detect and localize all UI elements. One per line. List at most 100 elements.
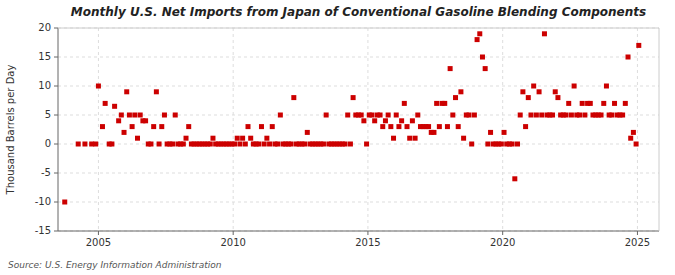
grid-line-y bbox=[58, 231, 659, 232]
tick-x bbox=[637, 231, 638, 235]
point bbox=[324, 113, 329, 118]
point bbox=[348, 142, 353, 147]
point bbox=[388, 124, 393, 129]
point bbox=[526, 95, 531, 100]
point bbox=[259, 124, 264, 129]
point bbox=[564, 113, 569, 118]
point bbox=[394, 113, 399, 118]
point bbox=[270, 124, 275, 129]
point bbox=[93, 142, 98, 147]
point bbox=[407, 136, 412, 141]
grid-line-y bbox=[58, 28, 659, 29]
point bbox=[550, 113, 555, 118]
point bbox=[415, 113, 420, 118]
point bbox=[138, 113, 143, 118]
point bbox=[450, 113, 455, 118]
point bbox=[485, 142, 490, 147]
point bbox=[537, 89, 542, 94]
point bbox=[523, 124, 528, 129]
point bbox=[116, 118, 121, 123]
grid-line-y bbox=[58, 202, 659, 203]
source: Source: U.S. Energy Information Administ… bbox=[8, 260, 222, 270]
point bbox=[210, 136, 215, 141]
point bbox=[302, 142, 307, 147]
point bbox=[531, 84, 536, 89]
point bbox=[520, 89, 525, 94]
point bbox=[186, 124, 191, 129]
point bbox=[396, 124, 401, 129]
tick-x bbox=[233, 231, 234, 235]
point bbox=[553, 89, 558, 94]
point bbox=[364, 142, 369, 147]
point bbox=[143, 118, 148, 123]
point bbox=[577, 113, 582, 118]
point bbox=[499, 142, 504, 147]
point bbox=[609, 113, 614, 118]
point bbox=[305, 130, 310, 135]
tick-y bbox=[54, 173, 58, 174]
point bbox=[170, 142, 175, 147]
point bbox=[466, 113, 471, 118]
point bbox=[82, 142, 87, 147]
point bbox=[434, 101, 439, 106]
point bbox=[380, 124, 385, 129]
point bbox=[453, 95, 458, 100]
point bbox=[483, 66, 488, 71]
point bbox=[601, 101, 606, 106]
point bbox=[157, 142, 162, 147]
y-axis-label: Thousand Barrels per Day bbox=[5, 65, 16, 196]
point bbox=[243, 142, 248, 147]
point bbox=[378, 113, 383, 118]
point bbox=[151, 124, 156, 129]
tick-y bbox=[54, 144, 58, 145]
point bbox=[566, 101, 571, 106]
tick-label-y: -5 bbox=[41, 167, 51, 178]
point bbox=[181, 142, 186, 147]
point bbox=[343, 142, 348, 147]
point bbox=[278, 113, 283, 118]
tick-y bbox=[54, 57, 58, 58]
grid-line-x bbox=[637, 28, 638, 231]
point bbox=[148, 142, 153, 147]
point bbox=[345, 113, 350, 118]
point bbox=[386, 113, 391, 118]
point bbox=[399, 118, 404, 123]
tick-label-y: 20 bbox=[38, 22, 51, 33]
point bbox=[539, 113, 544, 118]
point bbox=[235, 136, 240, 141]
point bbox=[76, 142, 81, 147]
point bbox=[275, 142, 280, 147]
point bbox=[628, 136, 633, 141]
axis-y bbox=[58, 28, 59, 231]
tick-label-y: -15 bbox=[35, 225, 51, 236]
point bbox=[159, 124, 164, 129]
point bbox=[582, 113, 587, 118]
point bbox=[488, 130, 493, 135]
point bbox=[626, 55, 631, 60]
tick-x bbox=[502, 231, 503, 235]
point bbox=[122, 130, 127, 135]
point bbox=[130, 124, 135, 129]
point bbox=[442, 101, 447, 106]
tick-x bbox=[367, 231, 368, 235]
point bbox=[569, 113, 574, 118]
tick-y bbox=[54, 28, 58, 29]
title: Monthly U.S. Net Imports from Japan of C… bbox=[71, 5, 646, 19]
point bbox=[321, 142, 326, 147]
point bbox=[124, 89, 129, 94]
point bbox=[623, 101, 628, 106]
point bbox=[580, 101, 585, 106]
point bbox=[437, 124, 442, 129]
tick-label-y: 10 bbox=[38, 80, 51, 91]
point bbox=[620, 113, 625, 118]
axis-x bbox=[58, 231, 659, 232]
point bbox=[475, 37, 480, 42]
point bbox=[518, 113, 523, 118]
grid-line-y bbox=[58, 86, 659, 87]
point bbox=[604, 84, 609, 89]
point bbox=[405, 124, 410, 129]
grid-line-x bbox=[367, 28, 368, 231]
grid-line-y bbox=[58, 173, 659, 174]
point bbox=[103, 101, 108, 106]
point bbox=[510, 142, 515, 147]
